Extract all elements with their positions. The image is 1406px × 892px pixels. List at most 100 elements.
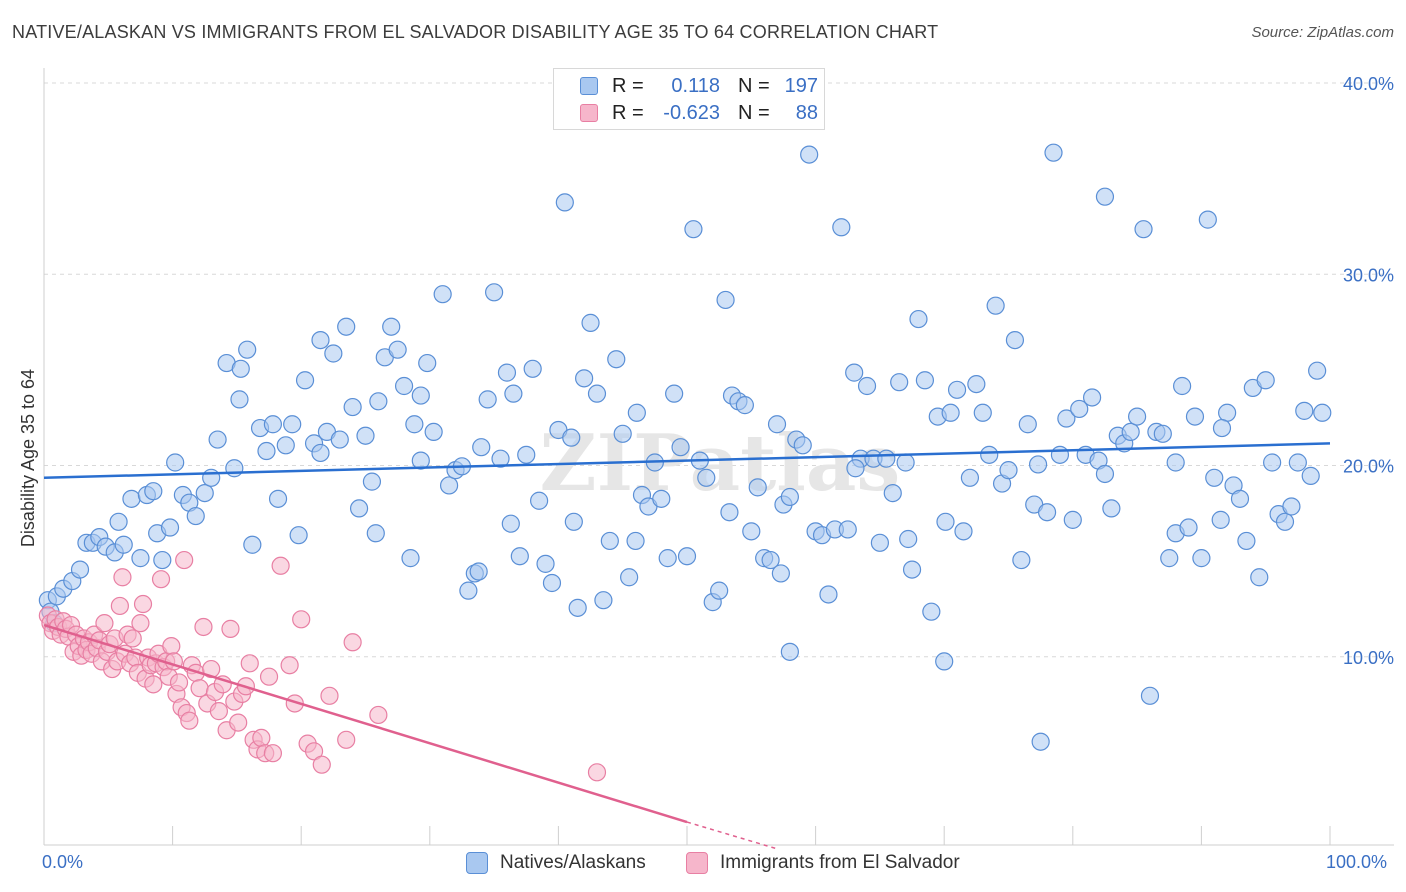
point-el-salvador [144, 675, 163, 694]
point-natives [954, 522, 973, 541]
point-el-salvador [209, 702, 228, 721]
point-natives [627, 403, 646, 422]
point-natives [1018, 415, 1037, 434]
point-natives [343, 397, 362, 417]
point-natives [613, 424, 632, 443]
point-natives [671, 438, 690, 457]
point-natives [202, 468, 221, 487]
point-natives [324, 344, 343, 363]
point-natives [1173, 376, 1192, 396]
point-natives [1230, 489, 1250, 508]
point-el-salvador [312, 755, 331, 774]
trend-line-natives [43, 442, 1331, 480]
point-natives [501, 514, 520, 533]
point-natives [366, 524, 385, 543]
point-natives [890, 373, 909, 392]
point-natives [1218, 403, 1237, 422]
point-natives [510, 547, 529, 566]
point-natives [243, 535, 262, 554]
point-natives [999, 461, 1018, 480]
point-natives [575, 369, 594, 388]
trend-line-el-salvador [43, 623, 688, 824]
n-value: 197 [784, 74, 818, 97]
point-natives [208, 430, 227, 449]
point-natives [289, 526, 308, 545]
x-tick-label-min: 0.0% [42, 852, 84, 872]
point-natives [780, 642, 799, 661]
point-natives [967, 374, 986, 394]
point-natives [1237, 531, 1256, 551]
point-el-salvador [180, 711, 199, 730]
point-natives [418, 353, 437, 373]
point-natives [947, 380, 967, 399]
y-tick-label: 10.0% [1343, 648, 1394, 668]
point-natives [362, 472, 382, 491]
point-natives [838, 520, 857, 539]
point-natives [1211, 510, 1230, 529]
point-natives [742, 522, 761, 541]
point-natives [459, 581, 478, 600]
point-natives [684, 220, 703, 239]
point-natives [356, 426, 375, 445]
blue-swatch [580, 77, 598, 95]
point-natives [1192, 549, 1211, 568]
point-natives [1185, 407, 1205, 426]
point-natives [114, 535, 133, 554]
point-natives [478, 390, 497, 409]
point-natives [1256, 371, 1275, 390]
point-natives [1070, 399, 1089, 419]
point-el-salvador [123, 629, 142, 648]
x-tick-label-max: 100.0% [1326, 852, 1388, 872]
point-natives [761, 550, 780, 570]
point-natives [793, 436, 812, 455]
point-natives [153, 550, 172, 570]
y-tick-label: 30.0% [1343, 265, 1394, 285]
point-natives [1295, 401, 1314, 420]
point-natives [1012, 550, 1031, 570]
point-natives [1288, 453, 1307, 472]
point-natives [960, 468, 980, 487]
point-natives [973, 403, 992, 422]
point-natives [160, 518, 180, 537]
point-natives [716, 290, 735, 310]
point-el-salvador [259, 667, 279, 686]
point-el-salvador [169, 673, 189, 692]
legend-label: Immigrants from El Salvador [720, 852, 960, 873]
source-label: Source: ZipAtlas.com [1251, 24, 1394, 41]
r-label: R = [612, 101, 644, 124]
point-natives [877, 449, 896, 468]
n-value: 88 [795, 101, 818, 124]
point-natives [257, 441, 276, 461]
point-natives [497, 363, 517, 382]
point-natives [800, 145, 819, 164]
point-natives [607, 350, 626, 369]
point-natives [1275, 512, 1295, 531]
point-natives [1127, 407, 1147, 426]
point-el-salvador [133, 594, 153, 614]
point-natives [542, 573, 562, 593]
point-natives [186, 506, 205, 526]
point-natives [941, 403, 960, 422]
point-natives [748, 478, 767, 497]
legend-label: Natives/Alaskans [500, 852, 646, 873]
point-el-salvador [131, 614, 150, 633]
point-natives [517, 445, 536, 464]
point-el-salvador [343, 633, 362, 652]
point-natives [238, 340, 257, 359]
point-el-salvador [263, 744, 283, 763]
point-natives [564, 512, 583, 531]
point-natives [491, 449, 510, 468]
point-el-salvador [240, 654, 259, 673]
point-natives [70, 560, 90, 579]
point-natives [1166, 453, 1185, 472]
point-el-salvador [271, 556, 290, 575]
point-natives [1134, 220, 1153, 239]
point-natives [382, 317, 401, 336]
point-natives [832, 218, 851, 237]
point-el-salvador [113, 568, 132, 587]
point-natives [536, 554, 555, 573]
point-natives [1028, 455, 1048, 474]
point-natives [144, 482, 163, 501]
point-el-salvador [110, 596, 129, 616]
